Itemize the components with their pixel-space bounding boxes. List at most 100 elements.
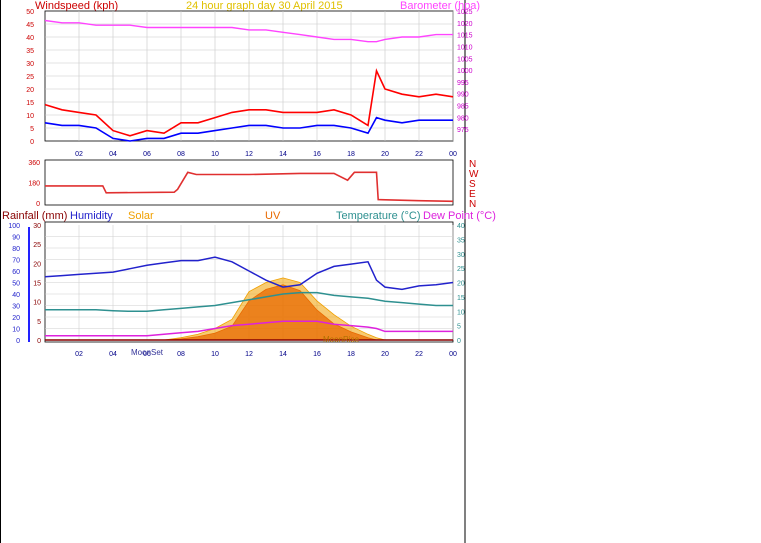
tick-label: 1010: [457, 44, 473, 51]
tick-label: 180: [28, 181, 40, 188]
tick-label: 12: [245, 351, 253, 358]
tick-label: 14: [279, 351, 287, 358]
baro-axis-ticks: 975 980 985 990 995 1000 1005 1010 1015 1020 1025: [457, 9, 473, 134]
tick-label: 70: [12, 258, 20, 265]
wind-panel-grid: [45, 11, 454, 141]
tick-label: 90: [12, 235, 20, 242]
series-line-gust: [44, 68, 454, 137]
tick-label: 10: [457, 309, 465, 316]
compass-label: N: [469, 199, 476, 210]
tick-label: 980: [457, 115, 469, 122]
atmos-panel-grid: [45, 225, 454, 340]
compass-label: N: [469, 159, 476, 170]
rain-axis-ticks: 0 5 10 15 20 25 30: [33, 223, 41, 345]
tick-label: 5: [37, 319, 41, 326]
tick-label: 02: [75, 151, 83, 158]
tick-label: 60: [12, 269, 20, 276]
tick-label: 30: [457, 252, 465, 259]
tick-label: 40: [26, 35, 34, 42]
tick-label: 20: [26, 87, 34, 94]
tick-label: 80: [12, 246, 20, 253]
tick-label: 04: [109, 351, 117, 358]
tick-label: 5: [30, 126, 34, 133]
tick-label: 0: [36, 201, 40, 208]
humidity-label: Humidity: [70, 210, 113, 222]
tick-label: 15: [26, 100, 34, 107]
tick-label: 15: [457, 295, 465, 302]
tick-label: 25: [33, 242, 41, 249]
series-line-direction: [45, 171, 454, 203]
tick-label: 06: [143, 351, 151, 358]
tick-label: 1000: [457, 68, 473, 75]
tick-label: 22: [415, 151, 423, 158]
tick-label: 100: [8, 223, 20, 230]
tick-label: 1020: [457, 21, 473, 28]
series-line-humidity: [44, 256, 454, 291]
tick-label: 990: [457, 92, 469, 99]
tick-label: 50: [12, 281, 20, 288]
tick-label: 1005: [457, 56, 473, 63]
series-line-temperature: [45, 291, 453, 313]
tick-label: 35: [26, 48, 34, 55]
tick-label: 08: [177, 151, 185, 158]
compass-label: W: [469, 169, 479, 180]
rain-axis-bar: [28, 227, 30, 342]
tick-label: 20: [33, 261, 41, 268]
tick-label: 30: [12, 304, 20, 311]
rainfall-label: Rainfall (mm): [2, 210, 67, 222]
tick-label: 360: [28, 160, 40, 167]
tick-label: 02: [75, 351, 83, 358]
tick-label: 14: [279, 151, 287, 158]
tick-label: 10: [12, 327, 20, 334]
tick-label: 08: [177, 351, 185, 358]
tick-label: 12: [245, 151, 253, 158]
dewpoint-label: Dew Point (°C): [423, 210, 496, 222]
wind-axis-ticks: 0 5 10 15 20 25 30 35 40 45 50: [26, 9, 34, 146]
tick-label: 40: [12, 292, 20, 299]
tick-label: 1025: [457, 9, 473, 16]
tick-label: 22: [415, 351, 423, 358]
tick-label: 0: [16, 338, 20, 345]
tick-label: 1015: [457, 33, 473, 40]
direction-panel-series: [45, 171, 454, 203]
wind-x-ticks: 02 04 06 08 10 12 14 16 18 20 22 00: [75, 151, 457, 158]
temperature-label: Temperature (°C): [336, 210, 420, 222]
temp-axis-ticks: 0 5 10 15 20 25 30 35 40: [457, 223, 465, 345]
tick-label: 25: [457, 266, 465, 273]
humidity-axis-ticks: 0 10 20 30 40 50 60 70 80 90 100: [8, 223, 20, 345]
direction-panel-frame: [44, 159, 454, 206]
tick-label: 15: [33, 281, 41, 288]
tick-label: 5: [457, 324, 461, 331]
atmos-x-ticks: 02 04 06 08 10 12 14 16 18 20 22 00: [75, 351, 457, 358]
solar-label: Solar: [128, 210, 154, 222]
series-line-avg: [44, 116, 453, 142]
tick-label: 10: [33, 300, 41, 307]
tick-label: 20: [12, 315, 20, 322]
tick-label: 16: [313, 151, 321, 158]
tick-label: 10: [211, 151, 219, 158]
wind-panel-series: [44, 19, 454, 142]
tick-label: 16: [313, 351, 321, 358]
atmos-panel-series: [44, 256, 454, 341]
compass-label: E: [469, 189, 476, 200]
series-line-dewpoint: [45, 320, 453, 337]
barometer-axis-label: Barometer (hpa): [400, 0, 480, 12]
tick-label: 40: [457, 223, 465, 230]
tick-label: 35: [457, 237, 465, 244]
tick-label: 30: [26, 61, 34, 68]
graph-title: 24 hour graph day 30 April 2015: [186, 0, 343, 12]
tick-label: 00: [449, 351, 457, 358]
tick-label: 10: [26, 113, 34, 120]
tick-label: 50: [26, 9, 34, 16]
moonrise-label: MoonRise: [323, 335, 360, 344]
tick-label: 995: [457, 80, 469, 87]
tick-label: 0: [37, 338, 41, 345]
tick-label: 04: [109, 151, 117, 158]
tick-label: 00: [449, 151, 457, 158]
tick-label: 06: [143, 151, 151, 158]
tick-label: 20: [457, 281, 465, 288]
windspeed-axis-label: Windspeed (kph): [35, 0, 118, 12]
tick-label: 20: [381, 151, 389, 158]
